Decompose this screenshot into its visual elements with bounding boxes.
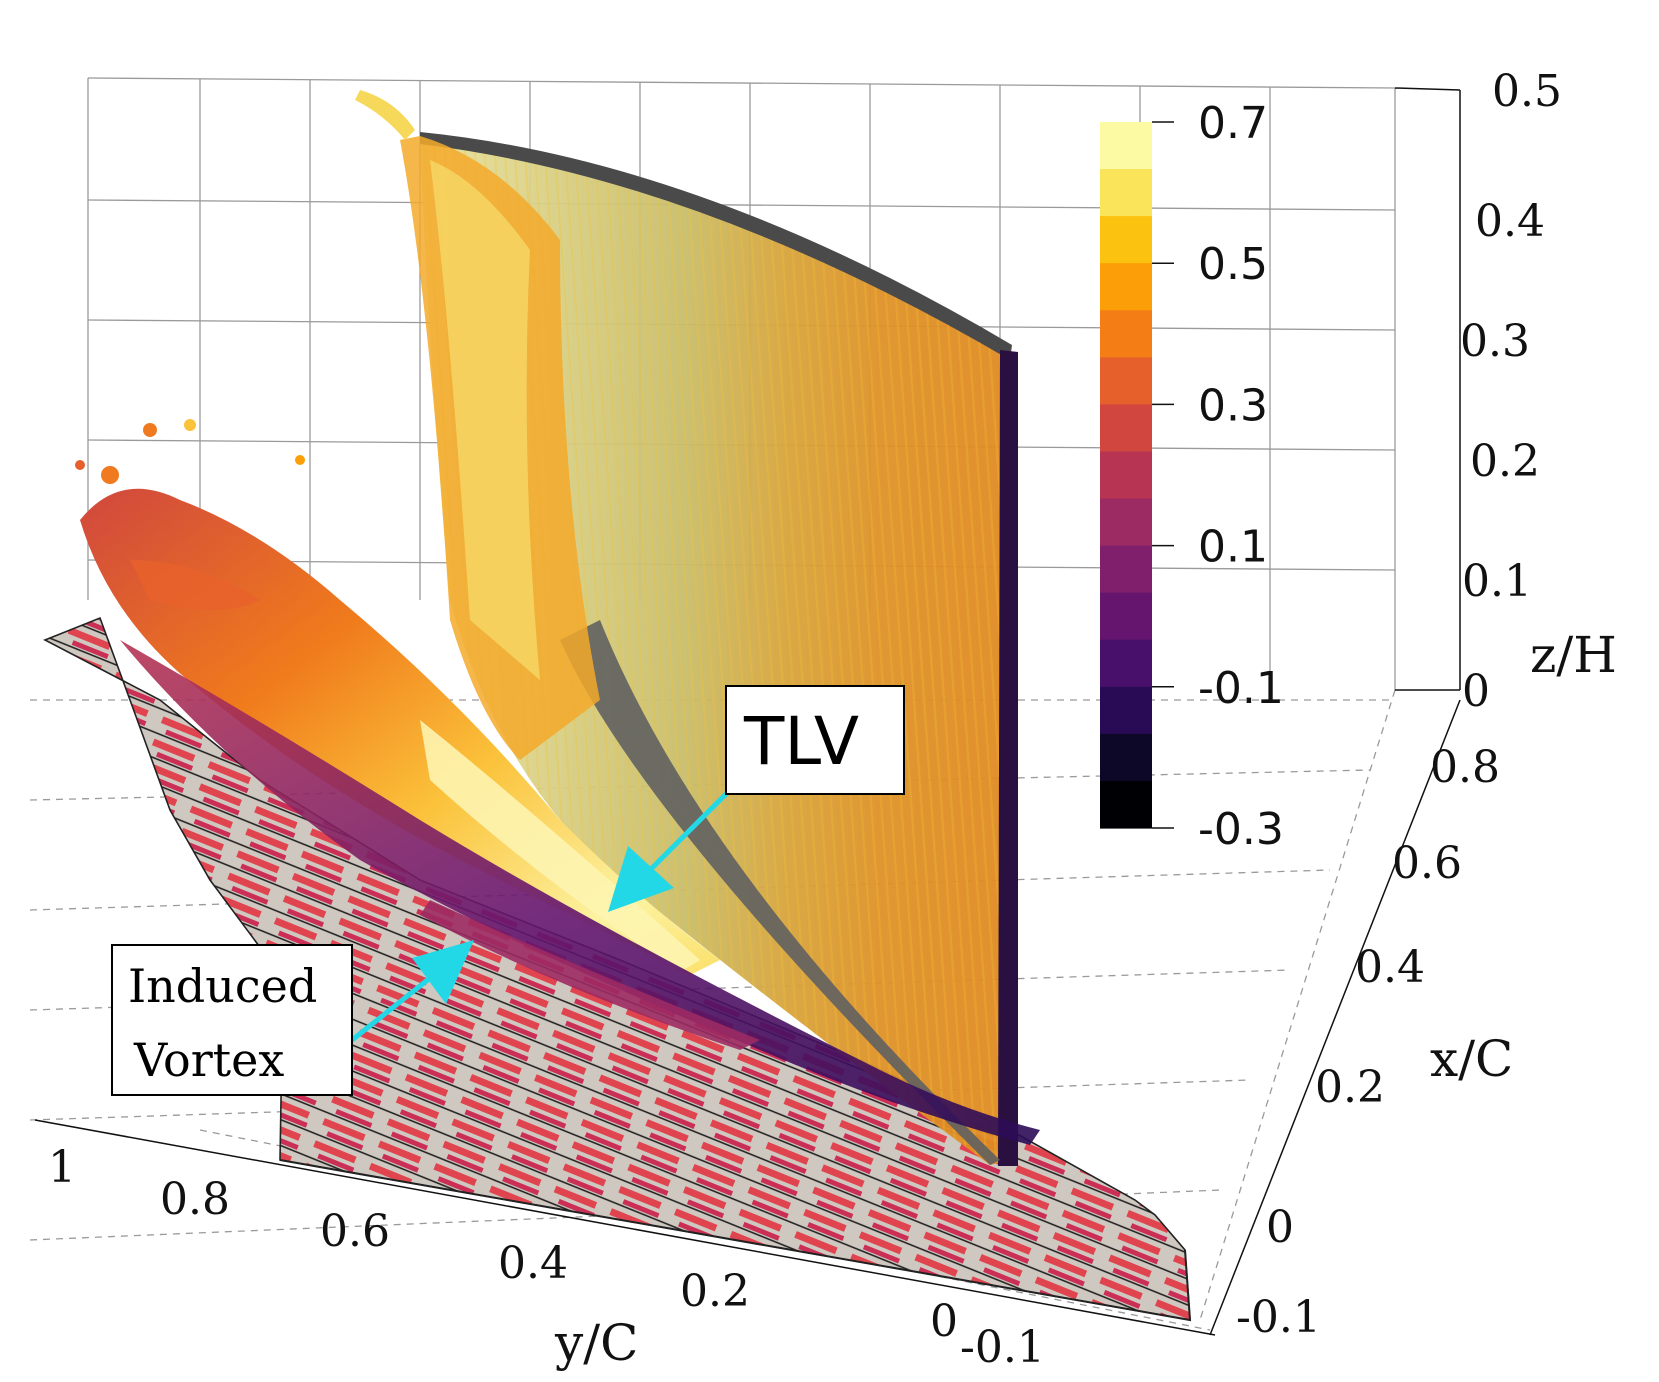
x-tick-0.2: 0.2 [1315, 1062, 1385, 1113]
colorbar-label: 0.3 [1198, 380, 1268, 431]
colorbar-swatch [1100, 498, 1152, 547]
z-tick-0.2: 0.2 [1470, 436, 1540, 487]
x-tick-minus-0.1: -0.1 [1236, 1292, 1321, 1343]
x-axis-title: x/C [1430, 1030, 1513, 1088]
colorbar-swatch [1100, 639, 1152, 688]
y-tick-0.8: 0.8 [160, 1174, 230, 1225]
colorbar-swatch [1100, 686, 1152, 735]
colorbar-swatch [1100, 122, 1152, 170]
tlv-arrowhead [608, 846, 674, 912]
colorbar-swatch [1100, 216, 1152, 264]
colorbar-label: -0.1 [1198, 663, 1284, 714]
colorbar-label: 0.5 [1198, 239, 1268, 290]
y-tick-0.6: 0.6 [320, 1206, 390, 1257]
x-tick-0: 0 [1266, 1202, 1294, 1253]
y-axis-title: y/C [554, 1314, 638, 1372]
x-tick-0.4: 0.4 [1355, 942, 1425, 993]
induced-vortex [120, 640, 1040, 1145]
colorbar-label: 0.1 [1198, 522, 1268, 573]
colorbar-swatch [1100, 592, 1152, 641]
colorbar-swatch [1100, 263, 1152, 311]
colorbar-swatch [1100, 733, 1152, 782]
colorbar-swatch [1100, 357, 1152, 405]
tlv-callout: TLV [608, 685, 905, 912]
colorbar-swatch [1100, 169, 1152, 217]
z-tick-0.1: 0.1 [1462, 556, 1532, 607]
colorbar-swatch [1100, 780, 1152, 829]
y-tick-0.4: 0.4 [498, 1238, 568, 1289]
colorbar-label: -0.3 [1198, 804, 1284, 855]
induced-label-line2: Vortex [133, 1033, 284, 1087]
x-tick-0.6: 0.6 [1392, 838, 1462, 889]
y-tick-0: 0 [930, 1296, 958, 1347]
z-tick-0.3: 0.3 [1460, 316, 1530, 367]
x-tick-0.8: 0.8 [1430, 742, 1500, 793]
colorbar-swatch [1100, 310, 1152, 358]
z-tick-0.5: 0.5 [1492, 66, 1562, 117]
induced-arrow-line [350, 968, 442, 1042]
colorbar-swatch [1100, 451, 1152, 500]
leading-edge-vortex-sheet [355, 90, 600, 760]
colorbar-swatch [1100, 404, 1152, 453]
z-tick-0: 0 [1462, 666, 1490, 717]
tip-leakage-vortex [75, 419, 720, 975]
y-tick-0.2: 0.2 [680, 1266, 750, 1317]
induced-arrowhead [412, 940, 474, 1004]
colorbar-swatch [1100, 545, 1152, 594]
z-axis: 0.5 0.4 0.3 0.2 0.1 0 z/H [1394, 66, 1617, 717]
colorbar: 0.7 0.5 0.3 0.1 -0.1 -0.3 [1100, 98, 1284, 855]
y-tick-1: 1 [48, 1142, 76, 1193]
z-axis-title: z/H [1530, 626, 1617, 684]
induced-label-line1: Induced [128, 959, 317, 1013]
induced-label-box [111, 944, 353, 1096]
induced-vortex-callout: Induced Vortex [111, 940, 474, 1096]
colorbar-label: 0.7 [1198, 98, 1268, 149]
y-axis: 1 0.8 0.6 0.4 0.2 0 -0.1 y/C [34, 1119, 1216, 1373]
tlv-label-box [725, 685, 905, 795]
z-tick-0.4: 0.4 [1475, 196, 1545, 247]
blade [420, 132, 1018, 1166]
x-axis: 0.8 0.6 0.4 0.2 0 -0.1 x/C [1209, 699, 1513, 1343]
y-tick-minus-0.1: -0.1 [960, 1322, 1045, 1373]
tlv-label: TLV [743, 703, 859, 780]
